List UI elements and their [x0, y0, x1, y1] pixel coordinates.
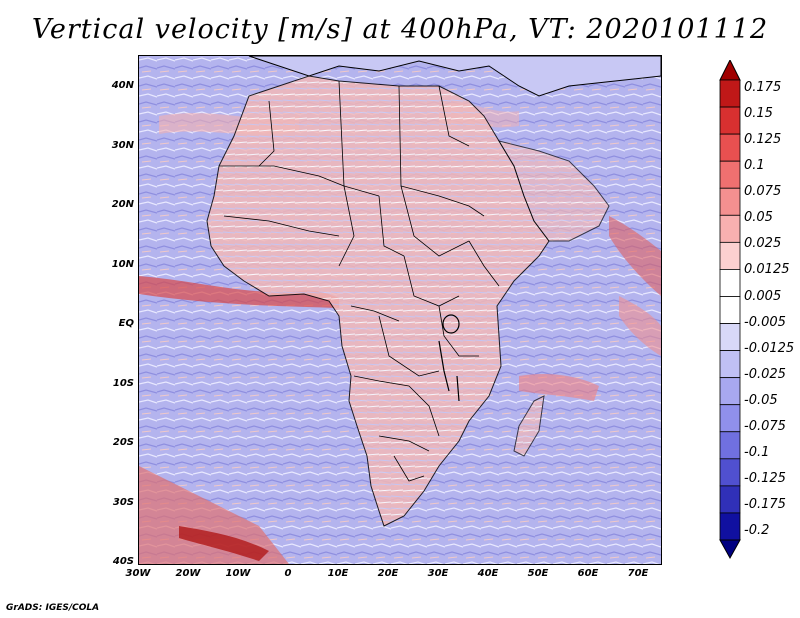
itcz-red-band	[139, 276, 339, 308]
colorbar-top-arrow	[719, 60, 741, 81]
colorbar-segment	[719, 241, 741, 270]
madagascar	[513, 395, 545, 457]
lat-label-eq: EQ	[118, 318, 134, 329]
cb-label-17: -0.2	[744, 523, 770, 538]
cb-label-16: -0.175	[744, 497, 786, 512]
lon-label-20e: 20E	[377, 568, 399, 579]
colorbar-segment	[719, 106, 741, 135]
colorbar-segment	[719, 404, 741, 433]
colorbar-segment	[719, 133, 741, 162]
colorbar-segment	[719, 160, 741, 189]
lat-label-40n: 40N	[111, 80, 134, 91]
cb-label-5: 0.05	[744, 210, 773, 225]
cb-label-0: 0.175	[744, 80, 782, 95]
colorbar-segment	[719, 458, 741, 487]
cb-label-4: 0.075	[744, 184, 782, 199]
colorbar-segment	[719, 296, 741, 324]
grads-credit: GrADS: IGES/COLA	[6, 603, 100, 613]
south-red-patch	[139, 466, 289, 564]
cb-label-14: -0.1	[744, 445, 770, 460]
lat-label-10s: 10S	[112, 378, 134, 389]
lon-label-20w: 20W	[175, 568, 201, 579]
cb-label-6: 0.025	[744, 236, 782, 251]
lon-label-40e: 40E	[477, 568, 499, 579]
colorbar-segment	[719, 431, 741, 460]
lon-label-60e: 60E	[577, 568, 599, 579]
colorbar-segment	[719, 214, 741, 243]
colorbar-segment	[719, 485, 741, 514]
lat-label-30n: 30N	[111, 140, 134, 151]
cb-label-12: -0.05	[744, 393, 778, 408]
lakes	[438, 314, 460, 402]
lat-label-30s: 30S	[112, 497, 134, 508]
lon-label-10e: 10E	[327, 568, 349, 579]
lon-label-50e: 50E	[527, 568, 549, 579]
plot-title: Vertical velocity [m/s] at 400hPa, VT: 2…	[31, 14, 769, 45]
cb-label-8: 0.005	[744, 289, 782, 304]
arabia	[497, 140, 610, 242]
colorbar-segment	[719, 269, 741, 297]
colorbar-segment	[719, 79, 741, 108]
lon-label-10w: 10W	[225, 568, 251, 579]
lon-label-70e: 70E	[627, 568, 649, 579]
lat-label-20s: 20S	[112, 437, 134, 448]
lon-label-30w: 30W	[125, 568, 151, 579]
colorbar-segment	[719, 377, 741, 406]
cb-label-15: -0.125	[744, 471, 786, 486]
colorbar-bottom-arrow	[719, 539, 741, 560]
lon-label-0: 0	[284, 568, 292, 579]
cb-label-10: -0.0125	[744, 341, 795, 356]
cb-label-2: 0.125	[744, 132, 782, 147]
lat-label-20n: 20N	[111, 199, 134, 210]
colorbar-segment	[719, 323, 741, 351]
cb-label-7: 0.0125	[744, 262, 790, 277]
map-panel	[138, 55, 662, 565]
colorbar-segment	[719, 350, 741, 379]
colorbar-segment	[719, 512, 741, 541]
cb-label-11: -0.025	[744, 367, 786, 382]
europe-coast	[248, 56, 661, 97]
cb-label-13: -0.075	[744, 419, 786, 434]
cb-label-9: -0.005	[744, 315, 786, 330]
lat-label-40s: 40S	[112, 556, 134, 567]
country-borders	[219, 80, 500, 482]
colorbar-segment	[719, 187, 741, 216]
colorbar	[719, 60, 741, 560]
cb-label-3: 0.1	[744, 158, 765, 173]
lon-label-30e: 30E	[427, 568, 449, 579]
cb-label-1: 0.15	[744, 106, 773, 121]
velocity-field-map	[139, 56, 661, 564]
lat-label-10n: 10N	[111, 259, 134, 270]
